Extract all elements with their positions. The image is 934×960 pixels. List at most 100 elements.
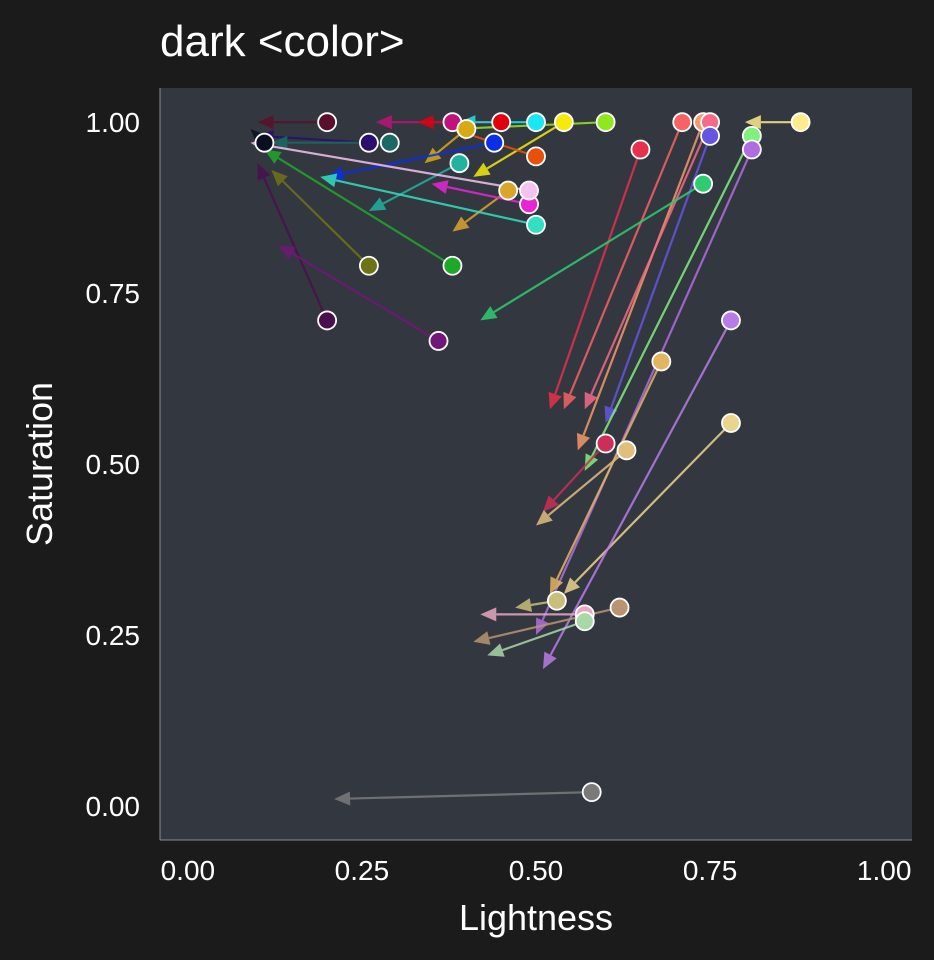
arrow-head: [542, 651, 557, 670]
arrow-line: [590, 135, 753, 458]
y-axis-title: Saturation: [19, 382, 60, 546]
arrow-line: [568, 121, 684, 395]
data-point: [574, 611, 595, 632]
data-point: [700, 125, 720, 146]
data-point: [442, 255, 463, 276]
y-tick-label: 0.00: [86, 791, 141, 822]
data-point: [741, 139, 762, 160]
arrow-line: [446, 185, 530, 206]
arrow-head: [368, 197, 387, 212]
data-point: [456, 119, 477, 139]
arrow-head: [334, 791, 351, 806]
data-point: [693, 173, 714, 194]
data-point: [721, 413, 741, 433]
arrow-line: [277, 157, 454, 267]
data-point: [491, 112, 512, 133]
data-point: [672, 112, 693, 133]
arrow-head: [584, 453, 599, 471]
x-tick-label: 0.50: [509, 855, 564, 886]
arrow-head: [480, 607, 497, 622]
arrow-line: [291, 252, 440, 342]
arrow-line: [541, 149, 753, 621]
arrow-head: [744, 115, 761, 130]
data-point: [526, 146, 546, 167]
x-tick-label: 0.00: [161, 855, 216, 886]
data-point: [484, 132, 505, 153]
x-axis: 0.00 0.25 0.50 0.75 1.00: [160, 839, 912, 886]
arrow-head: [320, 173, 338, 188]
point-layer: [254, 112, 811, 803]
arrow-line: [501, 620, 586, 652]
data-point: [595, 433, 616, 454]
chart-title: dark <color>: [160, 17, 405, 66]
arrow-head: [576, 432, 591, 451]
data-point: [630, 139, 651, 160]
arrow-head: [257, 163, 271, 181]
arrow-line: [552, 442, 607, 501]
data-point: [609, 597, 630, 618]
y-tick-label: 1.00: [86, 107, 141, 138]
data-point: [428, 331, 449, 351]
data-point: [546, 590, 567, 611]
arrow-line: [574, 422, 732, 584]
data-point: [449, 153, 470, 174]
x-tick-label: 1.00: [857, 855, 912, 886]
arrow-head: [431, 180, 449, 194]
arrow-line: [282, 180, 370, 267]
arrow-line: [493, 182, 704, 314]
arrow-line: [266, 144, 530, 192]
arrow-head: [548, 391, 562, 410]
arrow-line: [335, 179, 537, 226]
arrow-head: [375, 115, 392, 130]
arrow-line: [488, 606, 620, 640]
plot-area: [160, 88, 912, 840]
data-point: [790, 112, 811, 133]
arrow-line: [262, 177, 329, 321]
data-point: [519, 180, 539, 201]
arrow-line: [554, 149, 642, 395]
arrow-head: [480, 306, 498, 321]
arrow-line: [582, 121, 705, 436]
arrow-head: [271, 170, 288, 187]
arrow-head: [542, 495, 559, 512]
x-tick-label: 0.25: [335, 855, 390, 886]
arrow-head: [549, 576, 564, 594]
data-point: [379, 132, 400, 153]
arrow-head: [417, 115, 434, 130]
data-point: [595, 112, 616, 133]
arrow-line: [590, 121, 712, 396]
arrow-head: [257, 115, 274, 130]
arrow-line: [342, 141, 495, 175]
data-point: [553, 112, 574, 133]
arrow-head: [536, 509, 553, 526]
data-point: [358, 132, 379, 153]
arrow-head: [563, 391, 577, 410]
data-point: [651, 351, 672, 372]
arrow-head: [452, 216, 470, 232]
data-point: [721, 310, 741, 331]
y-tick-label: 0.25: [86, 620, 141, 651]
arrow-head: [264, 149, 282, 164]
arrow-head: [271, 135, 288, 150]
data-point: [317, 310, 338, 331]
arrow-line: [350, 791, 592, 800]
y-axis: 0.00 0.25 0.50 0.75 1.00: [86, 88, 161, 840]
y-tick-label: 0.75: [86, 278, 141, 309]
arrow-head: [473, 162, 491, 177]
data-point: [498, 180, 519, 201]
y-tick-label: 0.50: [86, 449, 141, 480]
data-point: [526, 112, 546, 133]
data-point: [254, 132, 275, 153]
arrow-head: [487, 643, 505, 657]
arrow-layer: [250, 115, 801, 806]
arrow-head: [278, 245, 296, 260]
data-point: [526, 214, 546, 235]
arrow-line: [549, 319, 732, 656]
x-axis-title: Lightness: [459, 897, 613, 938]
arrow-head: [473, 631, 491, 645]
data-point: [358, 255, 379, 276]
arrow-head: [563, 577, 581, 594]
data-point: [317, 112, 338, 133]
arrow-line: [382, 162, 460, 205]
